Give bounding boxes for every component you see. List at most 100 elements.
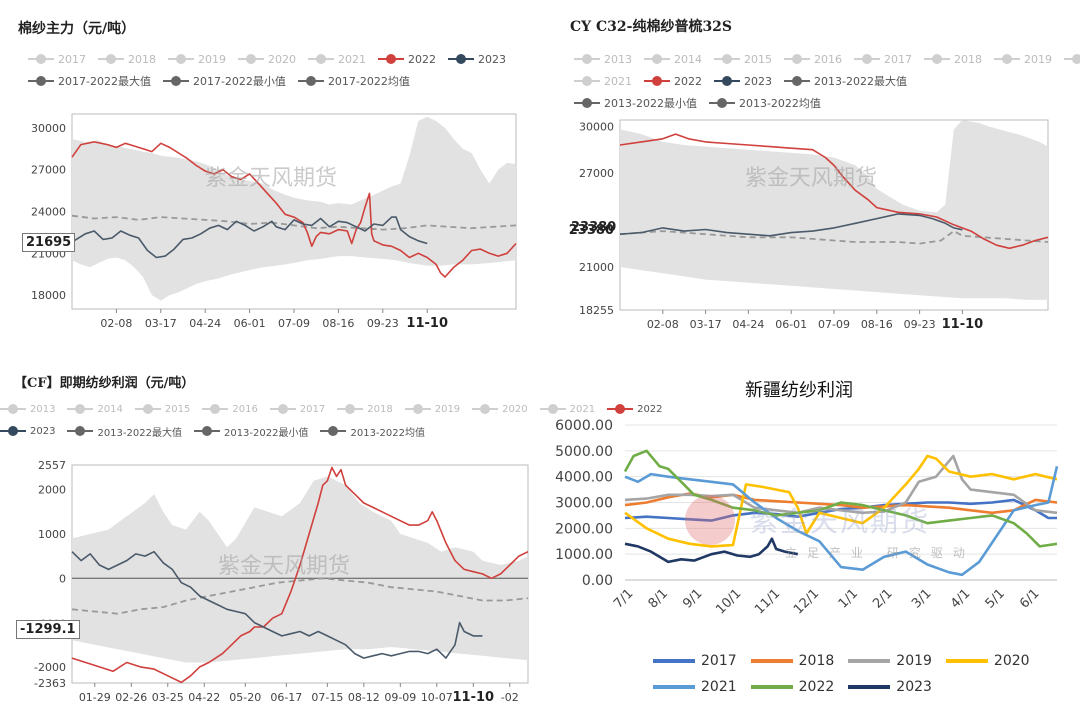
legend-item[interactable]: 2021 [539, 404, 595, 415]
y-tick-label: -2363 [34, 677, 66, 690]
x-tick-label: -02 [501, 691, 519, 704]
legend-item[interactable]: 2019 [168, 53, 226, 66]
legend-swatch-icon [574, 98, 600, 108]
legend-swatch-icon [28, 76, 54, 86]
legend-item[interactable]: 2018 [750, 653, 834, 669]
x-tick-label: 10/1 [713, 586, 744, 617]
legend-swatch-icon [653, 685, 695, 689]
legend-item[interactable]: 2017-2022均值 [297, 73, 410, 89]
x-tick-label: 08-16 [861, 318, 893, 331]
series-line-2022 [623, 449, 1058, 548]
legend-item[interactable]: 2018 [924, 53, 982, 66]
x-tick-label: 03-17 [145, 317, 177, 330]
legend-item[interactable]: 2013-2022最小值 [574, 95, 697, 111]
panel1-title: 棉纱主力（元/吨） [18, 21, 136, 37]
legend-item[interactable]: 2023 [848, 679, 932, 695]
legend-item[interactable]: 2017 [653, 653, 737, 669]
series-line-2017-2022均值 [71, 214, 517, 231]
legend-item[interactable]: 2015 [714, 53, 772, 66]
legend-item[interactable]: 2019 [404, 404, 460, 415]
x-tick-label: 7/1 [611, 586, 636, 611]
legend-swatch-icon [28, 54, 54, 64]
x-tick-label: 04-22 [188, 691, 220, 704]
legend-label: 2017-2022最小值 [192, 75, 286, 88]
legend-item[interactable]: 2017 [854, 53, 912, 66]
legend-label: 2022 [637, 403, 663, 415]
legend-item[interactable]: 2020 [472, 404, 528, 415]
panel1-legend: 2017 2018 2019 2020 2021 2022 2023 2017-2022最大值… [28, 48, 538, 92]
legend-item[interactable]: 2022 [378, 53, 436, 66]
legend-item[interactable]: 2022 [644, 75, 702, 88]
legend-item[interactable]: 2019 [994, 53, 1052, 66]
legend-swatch-icon [848, 685, 891, 689]
panel4-legend: 2017 2018 2019 2020 2021 2022 2023 [653, 648, 1053, 700]
legend-label: 2021 [604, 74, 632, 88]
legend-swatch-icon [644, 76, 670, 86]
legend-item[interactable]: 2021 [653, 679, 737, 695]
legend-label: 2020 [268, 52, 296, 66]
legend-item[interactable]: 2023 [448, 53, 506, 66]
y-tick-label: 27000 [31, 164, 66, 177]
legend-item[interactable]: 2014 [644, 53, 702, 66]
x-tick-label: 05-20 [229, 691, 261, 704]
legend-label: 2019 [1024, 52, 1052, 66]
x-tick-label: 07-09 [278, 317, 310, 330]
legend-item[interactable]: 2017-2022最小值 [162, 73, 286, 89]
x-tick-label: 08-16 [322, 317, 354, 330]
legend-item[interactable]: 2013 [0, 404, 55, 415]
panel3-chart: 01-29 02-26 03-25 04-22 05-20 06-17 07-15 08-12… [34, 459, 529, 705]
legend-item[interactable]: 2019 [848, 653, 932, 669]
panel3-title: 【CF】即期纺纱利润（元/吨） [14, 376, 195, 391]
y-tick-label: 2557 [38, 459, 66, 472]
legend-label: 2022 [674, 74, 702, 88]
legend-item[interactable]: 2013-2022均值 [708, 95, 821, 111]
x-tick-label: 9/1 [680, 586, 705, 611]
legend-item[interactable]: 2022 [750, 679, 835, 695]
legend-item[interactable]: 2013-2022最小值 [193, 424, 308, 439]
legend-item[interactable]: 2023 [0, 426, 55, 437]
legend-label: 2015 [164, 403, 191, 415]
legend-item[interactable]: 2017-2022最大值 [28, 73, 151, 89]
legend-swatch-icon [784, 54, 810, 64]
legend-swatch-icon [644, 54, 670, 64]
legend-item[interactable]: 2016 [202, 404, 258, 415]
legend-item[interactable]: 2015 [134, 403, 191, 415]
legend-swatch-icon [162, 76, 189, 86]
legend-item[interactable]: 2013-2022最大值 [784, 73, 907, 89]
legend-item[interactable]: 2017 [269, 404, 325, 415]
legend-swatch-icon [714, 54, 740, 64]
legend-item[interactable]: 2013-2022最大值 [67, 424, 182, 439]
legend-item[interactable]: 2013 [574, 53, 632, 66]
legend-item[interactable]: 2018 [337, 404, 393, 415]
legend-item[interactable]: 2023 [714, 75, 772, 88]
legend-item[interactable]: 2014 [67, 404, 123, 415]
legend-label: 2014 [674, 52, 702, 66]
legend-swatch-icon [0, 426, 26, 436]
panel2-current-value: 23380 [571, 220, 617, 235]
legend-item[interactable]: 2020 [945, 653, 1030, 669]
panel4-watermark-sub: 立足产业 研究驱动 [785, 546, 975, 560]
legend-label: 2022 [798, 679, 835, 695]
legend-swatch-icon [0, 404, 26, 414]
legend-row: 2013 2014 2015 2016 2017 2018 2019 2020 2021 2022 [0, 398, 663, 420]
x-tick-label: 08-12 [348, 691, 380, 704]
panel1-current-value: 21695 [22, 233, 76, 252]
legend-item[interactable]: 2022 [607, 403, 663, 415]
legend-item[interactable]: 2020 [1064, 53, 1080, 66]
legend-item[interactable]: 2021 [308, 53, 366, 66]
legend-item[interactable]: 2016 [784, 53, 842, 66]
x-tick-label: 02-08 [647, 318, 679, 331]
x-tick-label: 2/1 [870, 586, 895, 611]
legend-label: 2021 [338, 52, 366, 66]
legend-item[interactable]: 2018 [98, 53, 156, 66]
legend-label: 2013-2022最大值 [814, 75, 907, 88]
y-tick-label: 30000 [579, 120, 614, 133]
y-tick-label: 24000 [31, 206, 66, 219]
legend-item[interactable]: 2013-2022均值 [320, 424, 425, 439]
x-tick-label: 8/1 [646, 586, 671, 611]
legend-item[interactable]: 2020 [238, 53, 296, 66]
legend-item[interactable]: 2017 [28, 53, 86, 66]
y-tick-label: 23380 [569, 223, 614, 238]
x-tick-label: 03-25 [152, 691, 184, 704]
legend-item[interactable]: 2021 [574, 75, 632, 88]
